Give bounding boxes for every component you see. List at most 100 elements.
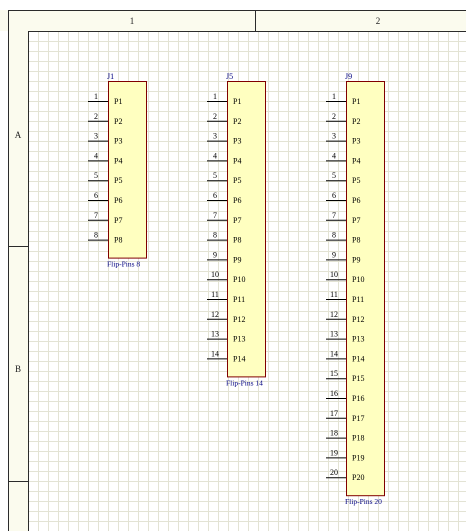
pin[interactable]: 1 P1: [207, 92, 241, 106]
pin-name: P4: [114, 156, 122, 165]
pin-number: 8: [332, 231, 336, 240]
pin-number: 9: [332, 250, 336, 259]
pin[interactable]: 6 P6: [88, 191, 122, 205]
pin-name: P5: [233, 176, 241, 185]
pin[interactable]: 9 P9: [326, 250, 360, 264]
pin[interactable]: 8 P8: [207, 231, 241, 245]
pin[interactable]: 12 P12: [326, 310, 364, 324]
pin[interactable]: 13 P13: [326, 330, 364, 344]
pin[interactable]: 5 P5: [207, 171, 241, 185]
pin-name: P1: [114, 97, 122, 106]
component-comment: Flip-Pins 14: [226, 378, 263, 387]
pin-number: 5: [94, 171, 98, 180]
row-label-a: A: [15, 130, 22, 140]
component-comment: Flip-Pins 8: [107, 260, 140, 269]
pin-name: P4: [233, 156, 241, 165]
component-j9[interactable]: J91P12P23P34P45P56P67P78P89P910P1011P111…: [326, 72, 385, 506]
pin-name: P14: [233, 354, 245, 363]
pin[interactable]: 6 P6: [326, 191, 360, 205]
pin[interactable]: 14 P14: [207, 349, 245, 363]
pin[interactable]: 16 P16: [326, 389, 364, 403]
pin-number: 9: [213, 250, 217, 259]
pin-number: 14: [330, 349, 338, 358]
pin-number: 5: [213, 171, 217, 180]
pin[interactable]: 1 P1: [326, 92, 360, 106]
pin-number: 3: [213, 132, 217, 141]
component-designator: J5: [226, 72, 233, 81]
pin[interactable]: 10 P10: [326, 270, 364, 284]
pin-name: P11: [233, 295, 245, 304]
pin-number: 13: [211, 330, 219, 339]
pin-name: P1: [233, 97, 241, 106]
pin-number: 4: [213, 151, 217, 160]
pin-name: P3: [114, 137, 122, 146]
pin[interactable]: 19 P19: [326, 448, 364, 462]
pin[interactable]: 7 P7: [88, 211, 122, 225]
pin[interactable]: 13 P13: [207, 330, 245, 344]
pin[interactable]: 1 P1: [88, 92, 122, 106]
pin-name: P12: [352, 315, 364, 324]
pin-name: P13: [352, 335, 364, 344]
pin-number: 10: [211, 270, 219, 279]
pin[interactable]: 2 P2: [88, 112, 122, 126]
pin-name: P20: [352, 473, 364, 482]
pin[interactable]: 14 P14: [326, 349, 364, 363]
pin[interactable]: 2 P2: [326, 112, 360, 126]
component-comment: Flip-Pins 20: [345, 497, 382, 506]
component-body[interactable]: [227, 81, 266, 378]
pin[interactable]: 15 P15: [326, 369, 364, 383]
pin-name: P8: [352, 236, 360, 245]
pin-name: P5: [352, 176, 360, 185]
pin[interactable]: 7 P7: [207, 211, 241, 225]
pin-name: P3: [233, 137, 241, 146]
pin-name: P4: [352, 156, 360, 165]
pin[interactable]: 11 P11: [326, 290, 364, 304]
pin-name: P8: [233, 236, 241, 245]
pin-name: P2: [352, 117, 360, 126]
pin[interactable]: 3 P3: [207, 132, 241, 146]
pin-number: 3: [94, 132, 98, 141]
pin[interactable]: 4 P4: [326, 151, 360, 165]
pin-number: 6: [94, 191, 98, 200]
pin[interactable]: 2 P2: [207, 112, 241, 126]
pin[interactable]: 5 P5: [326, 171, 360, 185]
pin-number: 8: [213, 231, 217, 240]
pin[interactable]: 7 P7: [326, 211, 360, 225]
pin-number: 4: [332, 151, 336, 160]
pin[interactable]: 4 P4: [88, 151, 122, 165]
pin[interactable]: 11 P11: [207, 290, 245, 304]
pin-number: 7: [213, 211, 217, 220]
pin[interactable]: 20 P20: [326, 468, 364, 482]
pin-name: P18: [352, 434, 364, 443]
pin[interactable]: 4 P4: [207, 151, 241, 165]
pin[interactable]: 18 P18: [326, 429, 364, 443]
pin[interactable]: 9 P9: [207, 250, 241, 264]
component-body[interactable]: [346, 81, 385, 497]
pin-number: 6: [213, 191, 217, 200]
pin[interactable]: 3 P3: [88, 132, 122, 146]
pin-name: P2: [114, 117, 122, 126]
pin-number: 10: [330, 270, 338, 279]
pin-name: P2: [233, 117, 241, 126]
pin-name: P15: [352, 374, 364, 383]
component-body[interactable]: [108, 81, 147, 259]
pin[interactable]: 3 P3: [326, 132, 360, 146]
pin[interactable]: 10 P10: [207, 270, 245, 284]
pin[interactable]: 17 P17: [326, 409, 364, 423]
pin[interactable]: 8 P8: [326, 231, 360, 245]
pin-name: P14: [352, 354, 364, 363]
pin[interactable]: 12 P12: [207, 310, 245, 324]
pin-name: P6: [114, 196, 122, 205]
pin[interactable]: 8 P8: [88, 231, 122, 245]
pin-number: 15: [330, 369, 338, 378]
component-j1[interactable]: J1 1 P1 2 P2 3 P3 4 P4 5 P5 6 P6 7 P7 8 P8 Flip-Pins 8: [88, 72, 147, 269]
pin-name: P16: [352, 394, 364, 403]
pin-name: P6: [352, 196, 360, 205]
pin[interactable]: 6 P6: [207, 191, 241, 205]
pin-number: 6: [332, 191, 336, 200]
pin[interactable]: 5 P5: [88, 171, 122, 185]
pin-name: P10: [233, 275, 245, 284]
